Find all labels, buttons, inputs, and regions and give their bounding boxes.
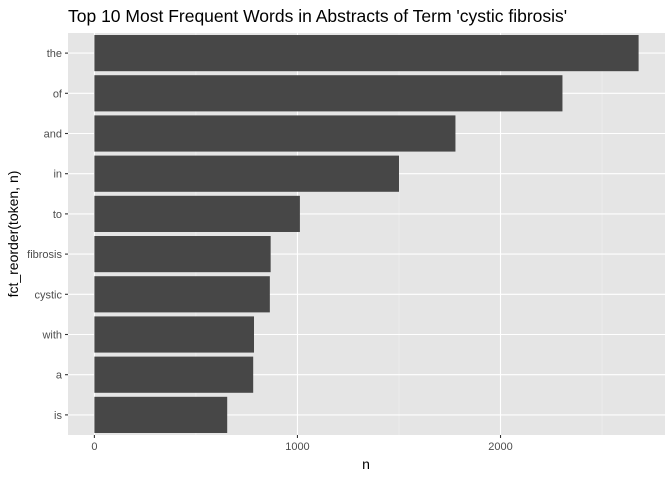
bar-with xyxy=(94,316,255,353)
bar-and xyxy=(94,115,456,152)
y-tick-label: to xyxy=(53,209,62,221)
x-tick-label: 1000 xyxy=(285,441,309,453)
y-axis: the of and in to fibrosis cystic with a is xyxy=(27,48,68,422)
x-axis: 0 1000 2000 xyxy=(91,435,513,453)
x-tick-label: 0 xyxy=(91,441,97,453)
y-tick-label: and xyxy=(44,129,62,141)
bar-to xyxy=(94,195,300,232)
y-tick-label: fibrosis xyxy=(27,249,62,261)
bars-group xyxy=(94,35,639,433)
x-axis-title: n xyxy=(362,456,370,472)
y-tick-label: the xyxy=(47,48,62,60)
y-tick-label: with xyxy=(41,330,62,342)
bar-in xyxy=(94,155,399,192)
bar-a xyxy=(94,356,254,393)
y-tick-label: of xyxy=(53,88,63,100)
bar-cystic xyxy=(94,276,270,313)
y-tick-label: is xyxy=(54,410,62,422)
bar-the xyxy=(94,35,639,72)
bar-of xyxy=(94,75,563,112)
y-tick-label: in xyxy=(53,169,62,181)
bar-is xyxy=(94,396,228,433)
y-tick-label: a xyxy=(56,370,63,382)
y-tick-label: cystic xyxy=(35,289,63,301)
bar-fibrosis xyxy=(94,236,271,273)
x-tick-label: 2000 xyxy=(488,441,512,453)
y-axis-title: fct_reorder(token, n) xyxy=(5,171,21,298)
chart-title: Top 10 Most Frequent Words in Abstracts … xyxy=(68,6,567,26)
